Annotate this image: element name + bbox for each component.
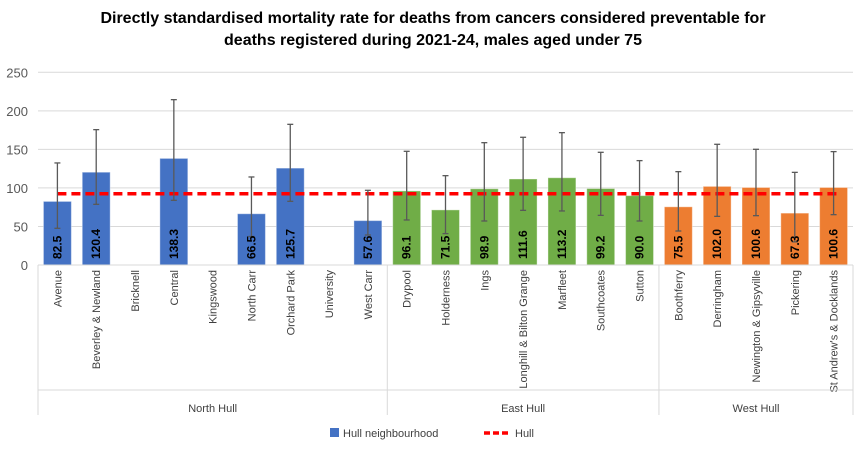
bar: [236, 213, 266, 266]
x-tick-label: Drypool: [402, 270, 414, 308]
x-tick-label: Pickering: [790, 270, 802, 315]
x-tick-label: West Carr: [363, 270, 375, 320]
data-label: 71.5: [439, 235, 453, 259]
data-label: 113.2: [555, 229, 569, 259]
x-tick-label: Holderness: [441, 270, 453, 326]
x-tick-label: Derringham: [712, 270, 724, 327]
group-label: East Hull: [501, 403, 545, 415]
y-tick-label: 200: [6, 104, 28, 119]
chart-title: Directly standardised mortality rate for…: [0, 8, 866, 52]
x-tick-label: Longhill & Bilton Grange: [518, 270, 530, 389]
y-tick-label: 100: [6, 181, 28, 196]
y-tick-label: 0: [21, 258, 28, 273]
data-label: 111.6: [516, 230, 530, 259]
legend-label: Hull neighbourhood: [343, 428, 438, 440]
legend-label: Hull: [515, 428, 534, 440]
group-label: West Hull: [733, 403, 780, 415]
data-label: 57.6: [361, 235, 375, 259]
group-label: North Hull: [188, 403, 237, 415]
x-tick-label: Southcoates: [596, 270, 608, 332]
data-label: 66.5: [244, 235, 258, 259]
chart-title-line-1: Directly standardised mortality rate for…: [100, 10, 766, 27]
x-tick-label: Newington & Gipsyville: [751, 270, 763, 383]
data-label: 125.7: [283, 229, 297, 259]
y-tick-label: 150: [6, 142, 28, 157]
data-label: 102.0: [710, 229, 724, 259]
x-tick-label: St Andrew's & Docklands: [829, 270, 841, 393]
data-label: 120.4: [89, 229, 103, 259]
x-tick-label: Marfleet: [557, 270, 569, 310]
data-label: 75.5: [671, 235, 685, 259]
x-tick-label: Beverley & Newland: [91, 270, 103, 369]
data-label: 100.6: [749, 229, 763, 259]
data-label: 99.2: [594, 235, 608, 259]
x-tick-label: Sutton: [635, 270, 647, 302]
data-label: 67.3: [788, 235, 802, 259]
y-tick-label: 250: [6, 65, 28, 80]
y-tick-label: 50: [14, 219, 28, 234]
x-tick-label: Central: [169, 270, 181, 305]
x-tick-label: University: [324, 270, 336, 319]
data-label: 90.0: [633, 235, 647, 259]
data-label: 98.9: [477, 235, 491, 259]
x-tick-label: Kingswood: [208, 270, 220, 324]
x-tick-label: Boothferry: [673, 270, 685, 321]
data-label: 96.1: [400, 235, 414, 259]
x-tick-label: Avenue: [52, 270, 64, 307]
x-tick-label: Bricknell: [130, 270, 142, 312]
data-label: 82.5: [50, 235, 64, 259]
data-label: 138.3: [167, 229, 181, 259]
x-tick-label: Orchard Park: [285, 270, 297, 336]
x-tick-label: North Carr: [246, 270, 258, 322]
x-tick-label: Ings: [479, 270, 491, 291]
legend-swatch-hull-neighbourhood: [330, 428, 339, 437]
chart-title-line-2: deaths registered during 2021-24, males …: [224, 32, 642, 49]
data-label: 100.6: [827, 229, 841, 259]
